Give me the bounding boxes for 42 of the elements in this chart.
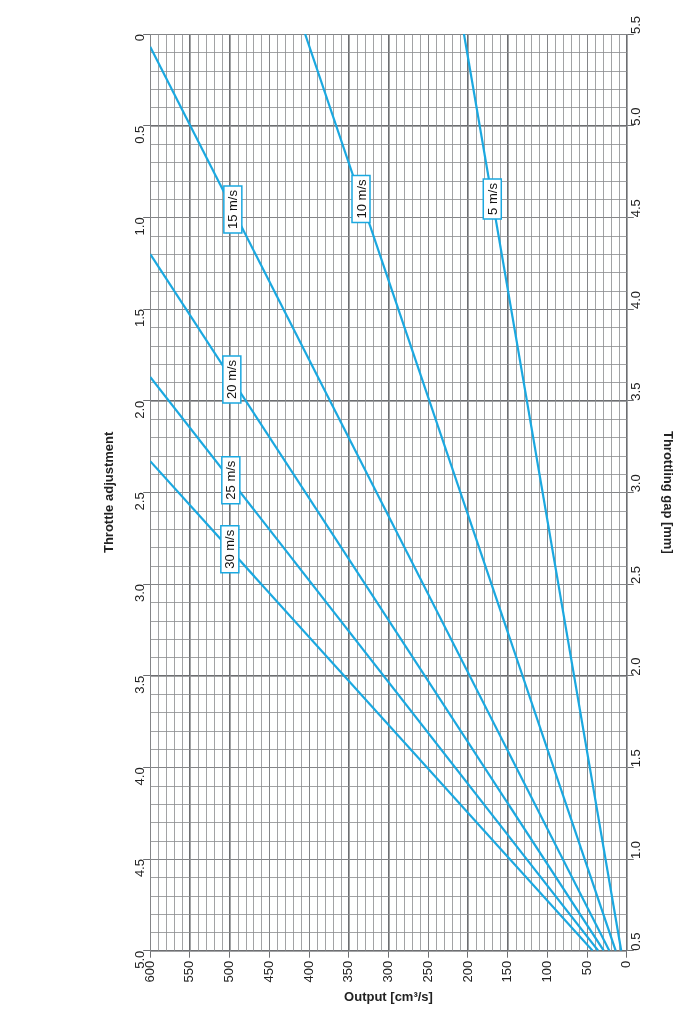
text: 5 m/s [484, 182, 500, 215]
text: 30 m/s [222, 529, 238, 569]
y2-tick-label: 2.0 [628, 657, 644, 676]
y2-tick-label: 2.5 [628, 565, 644, 585]
x-tick-label: 550 [181, 960, 197, 983]
y2-tick-label: 5.5 [628, 15, 644, 34]
y-tick-label: 3.0 [131, 584, 147, 603]
y2-tick-label: 3.5 [628, 382, 644, 401]
x-tick-label: 300 [380, 960, 396, 983]
x-tick-label: 350 [340, 960, 356, 983]
y-tick-label: 3.5 [131, 675, 147, 694]
y2-tick-label: 5.0 [628, 107, 644, 126]
y-axis-title: Throttle adjustment [101, 431, 117, 554]
x-tick-label: 500 [221, 960, 237, 983]
text: 10 m/s [353, 179, 369, 219]
x-tick-label: 400 [300, 960, 316, 983]
y-tick-label: 0.5 [131, 125, 147, 144]
y2-tick-label: 1.5 [628, 749, 644, 768]
x-tick-label: 200 [459, 960, 475, 983]
y-tick-label: 4.5 [131, 859, 147, 878]
x-tick-label: 450 [260, 960, 276, 983]
text: 20 m/s [224, 359, 240, 399]
y2-tick-label: 4.0 [628, 290, 644, 310]
y-tick-label: 4.0 [131, 767, 147, 786]
x-axis-title: Output [cm³/s] [344, 988, 433, 1004]
y-tick-label: 1.0 [131, 217, 147, 236]
y2-tick-label: 4.5 [628, 199, 644, 218]
y2-tick-label: 1.0 [628, 840, 644, 860]
y2-axis-title: Throttling gap [mm] [660, 430, 676, 554]
x-tick-label: 250 [419, 960, 435, 983]
x-tick-label: 100 [538, 960, 554, 983]
x-tick-label: 50 [578, 960, 594, 976]
text: 25 m/s [223, 460, 239, 500]
x-tick-label: 0 [618, 960, 634, 968]
x-tick-label: 150 [499, 960, 515, 983]
y-tick-label: 0 [131, 34, 147, 42]
y-tick-label: 2.5 [131, 492, 147, 511]
y-tick-label: 2.0 [131, 400, 147, 419]
text: 15 m/s [225, 189, 241, 230]
y-tick-label: 1.5 [131, 309, 147, 328]
y2-tick-label: 3.0 [628, 474, 644, 493]
y2-tick-label: 0.5 [628, 932, 644, 951]
